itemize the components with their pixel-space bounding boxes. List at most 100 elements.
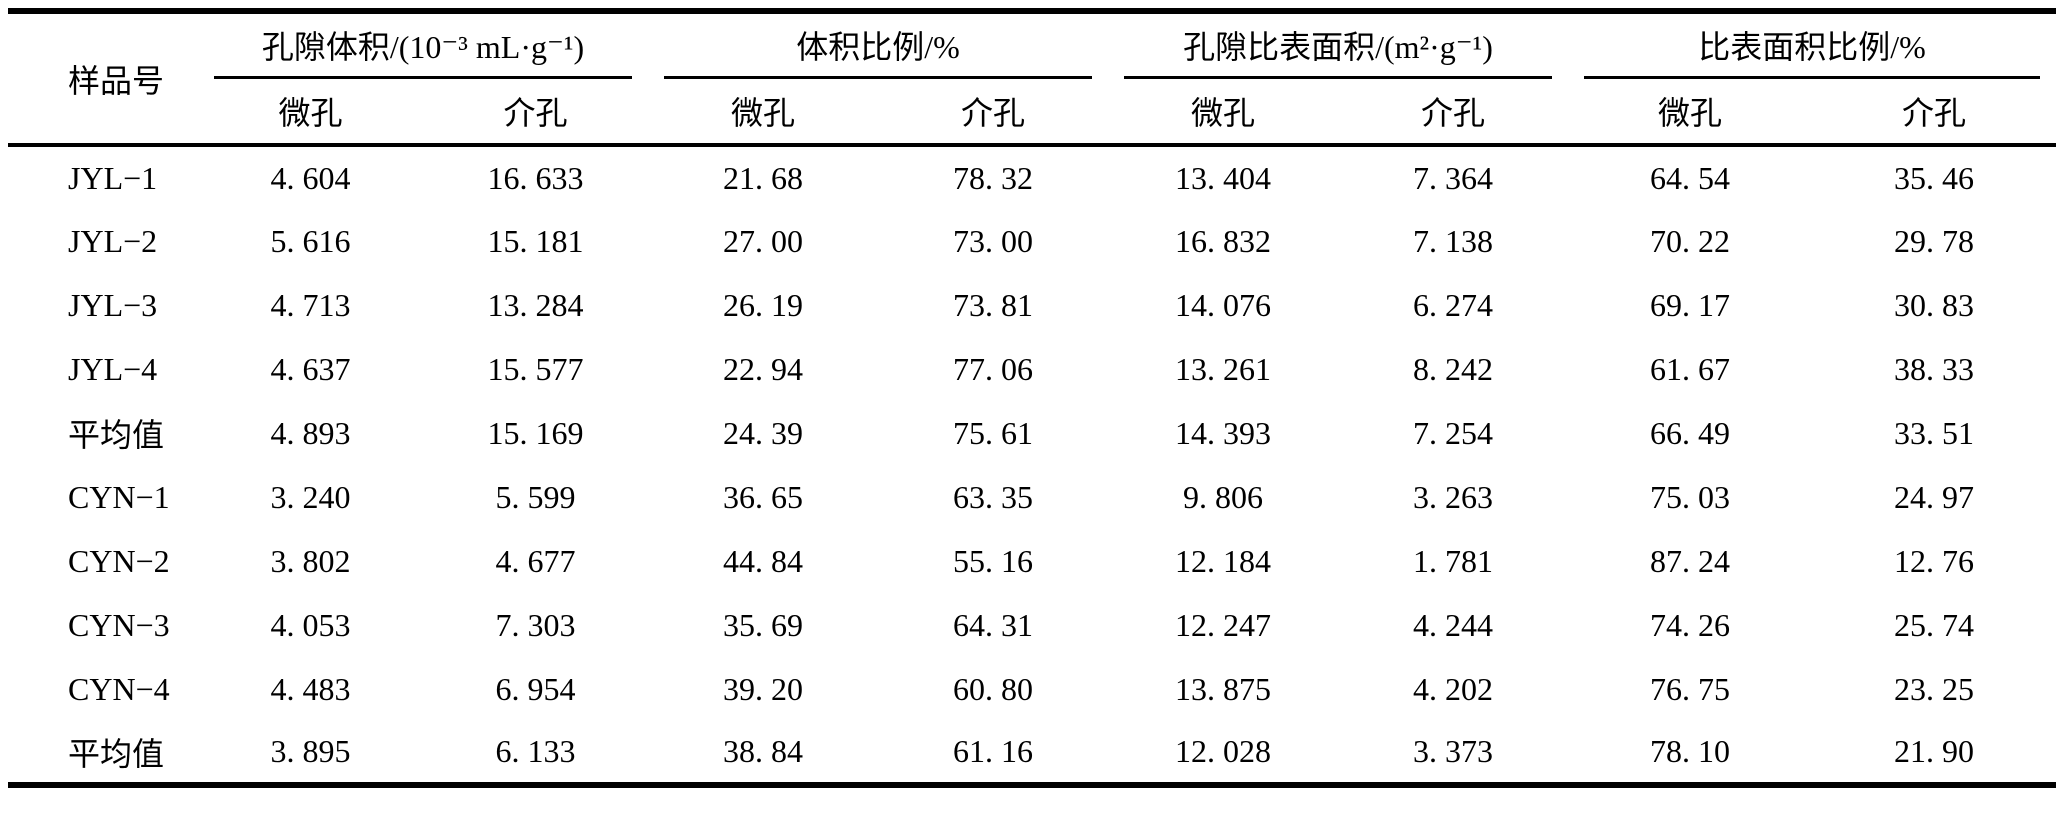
group-header-row: 样品号 孔隙体积/(10⁻³ mL·g⁻¹) 体积比例/% 孔隙比表面积/(m²… xyxy=(8,11,2056,147)
value-cell: 14. 393 xyxy=(1175,414,1271,451)
value-cell: 1. 781 xyxy=(1413,542,1493,579)
value-cell: 3. 895 xyxy=(270,733,351,769)
table-row: 平均值 3. 895 6. 133 38. 84 61. 16 12. 028 … xyxy=(8,721,2056,785)
value-cell: 23. 25 xyxy=(1894,670,1974,707)
subheader-mesopore: 介孔 xyxy=(1338,79,1568,147)
sample-cell: CYN−1 xyxy=(68,478,170,515)
value-cell: 73. 00 xyxy=(953,222,1033,259)
value-cell: 73. 81 xyxy=(953,286,1033,323)
value-cell: 55. 16 xyxy=(953,542,1033,579)
value-cell: 22. 94 xyxy=(723,350,803,387)
value-cell: 4. 637 xyxy=(270,350,351,387)
value-cell: 26. 19 xyxy=(723,286,803,323)
pore-structure-table: 样品号 孔隙体积/(10⁻³ mL·g⁻¹) 体积比例/% 孔隙比表面积/(m²… xyxy=(8,8,2056,788)
value-cell: 15. 577 xyxy=(487,350,584,387)
value-cell: 13. 261 xyxy=(1175,350,1271,387)
table-row: JYL−3 4. 713 13. 284 26. 19 73. 81 14. 0… xyxy=(8,273,2056,337)
subheader-mesopore: 介孔 xyxy=(1812,79,2056,147)
value-cell: 76. 75 xyxy=(1650,670,1730,707)
value-cell: 6. 954 xyxy=(495,670,576,707)
value-cell: 87. 24 xyxy=(1650,542,1730,579)
sample-column-header: 样品号 xyxy=(8,11,198,147)
group-header-volume-ratio-label: 体积比例/% xyxy=(664,14,1092,79)
value-cell: 15. 181 xyxy=(487,222,584,259)
value-cell: 21. 68 xyxy=(723,159,803,196)
value-cell: 24. 39 xyxy=(723,414,803,451)
group-header-pore-volume: 孔隙体积/(10⁻³ mL·g⁻¹) xyxy=(198,11,648,79)
value-cell: 9. 806 xyxy=(1183,478,1263,515)
value-cell: 78. 32 xyxy=(953,159,1033,196)
value-cell: 77. 06 xyxy=(953,350,1033,387)
subheader-mesopore: 介孔 xyxy=(423,79,648,147)
value-cell: 64. 54 xyxy=(1650,159,1730,196)
value-cell: 7. 254 xyxy=(1413,414,1493,451)
value-cell: 74. 26 xyxy=(1650,606,1730,643)
table-row: CYN−3 4. 053 7. 303 35. 69 64. 31 12. 24… xyxy=(8,593,2056,657)
value-cell: 16. 633 xyxy=(487,159,584,196)
table-row: CYN−2 3. 802 4. 677 44. 84 55. 16 12. 18… xyxy=(8,529,2056,593)
value-cell: 36. 65 xyxy=(723,478,803,515)
value-cell: 7. 138 xyxy=(1413,222,1493,259)
table-row: 平均值 4. 893 15. 169 24. 39 75. 61 14. 393… xyxy=(8,401,2056,465)
value-cell: 6. 274 xyxy=(1413,286,1493,323)
value-cell: 4. 677 xyxy=(495,542,576,579)
value-cell: 4. 202 xyxy=(1413,670,1493,707)
value-cell: 61. 67 xyxy=(1650,350,1730,387)
value-cell: 13. 875 xyxy=(1175,670,1271,707)
sample-cell: JYL−4 xyxy=(68,350,158,387)
subheader-micropore: 微孔 xyxy=(198,79,423,147)
subheader-micropore: 微孔 xyxy=(1568,79,1812,147)
value-cell: 38. 33 xyxy=(1894,350,1974,387)
subheader-micropore: 微孔 xyxy=(648,79,878,147)
subheader-mesopore: 介孔 xyxy=(878,79,1108,147)
value-cell: 66. 49 xyxy=(1650,414,1730,451)
value-cell: 12. 184 xyxy=(1175,542,1271,579)
value-cell: 8. 242 xyxy=(1413,350,1493,387)
group-header-specific-surface-area: 孔隙比表面积/(m²·g⁻¹) xyxy=(1108,11,1568,79)
value-cell: 15. 169 xyxy=(487,414,584,451)
group-header-specific-surface-area-label: 孔隙比表面积/(m²·g⁻¹) xyxy=(1124,14,1552,79)
value-cell: 6. 133 xyxy=(495,733,576,769)
sub-header-row: 微孔 介孔 微孔 介孔 微孔 介孔 微孔 介孔 xyxy=(8,79,2056,147)
table-row: JYL−1 4. 604 16. 633 21. 68 78. 32 13. 4… xyxy=(8,145,2056,209)
value-cell: 25. 74 xyxy=(1894,606,1974,643)
value-cell: 63. 35 xyxy=(953,478,1033,515)
value-cell: 27. 00 xyxy=(723,222,803,259)
value-cell: 35. 46 xyxy=(1894,159,1974,196)
value-cell: 12. 76 xyxy=(1894,542,1974,579)
value-cell: 14. 076 xyxy=(1175,286,1271,323)
sample-cell: CYN−3 xyxy=(68,606,170,643)
sample-cell: JYL−1 xyxy=(68,159,158,196)
value-cell: 4. 604 xyxy=(270,159,351,196)
value-cell: 33. 51 xyxy=(1894,414,1974,451)
sample-cell: JYL−3 xyxy=(68,286,158,323)
value-cell: 3. 263 xyxy=(1413,478,1493,515)
value-cell: 39. 20 xyxy=(723,670,803,707)
value-cell: 3. 802 xyxy=(270,542,351,579)
value-cell: 75. 61 xyxy=(953,414,1033,451)
value-cell: 4. 483 xyxy=(270,670,351,707)
value-cell: 5. 599 xyxy=(495,478,576,515)
value-cell: 70. 22 xyxy=(1650,222,1730,259)
value-cell: 38. 84 xyxy=(723,733,803,769)
value-cell: 13. 284 xyxy=(487,286,584,323)
value-cell: 4. 713 xyxy=(270,286,351,323)
value-cell: 4. 244 xyxy=(1413,606,1493,643)
value-cell: 35. 69 xyxy=(723,606,803,643)
value-cell: 4. 053 xyxy=(270,606,351,643)
subheader-micropore: 微孔 xyxy=(1108,79,1338,147)
value-cell: 4. 893 xyxy=(270,414,351,451)
value-cell: 29. 78 xyxy=(1894,222,1974,259)
table-row: JYL−2 5. 616 15. 181 27. 00 73. 00 16. 8… xyxy=(8,209,2056,273)
sample-cell: 平均值 xyxy=(68,417,165,453)
value-cell: 12. 247 xyxy=(1175,606,1271,643)
value-cell: 7. 303 xyxy=(495,606,576,643)
value-cell: 13. 404 xyxy=(1175,159,1271,196)
value-cell: 78. 10 xyxy=(1650,733,1730,769)
value-cell: 64. 31 xyxy=(953,606,1033,643)
sample-cell: CYN−4 xyxy=(68,670,170,707)
table-row: CYN−1 3. 240 5. 599 36. 65 63. 35 9. 806… xyxy=(8,465,2056,529)
value-cell: 75. 03 xyxy=(1650,478,1730,515)
group-header-pore-volume-label: 孔隙体积/(10⁻³ mL·g⁻¹) xyxy=(214,14,632,79)
